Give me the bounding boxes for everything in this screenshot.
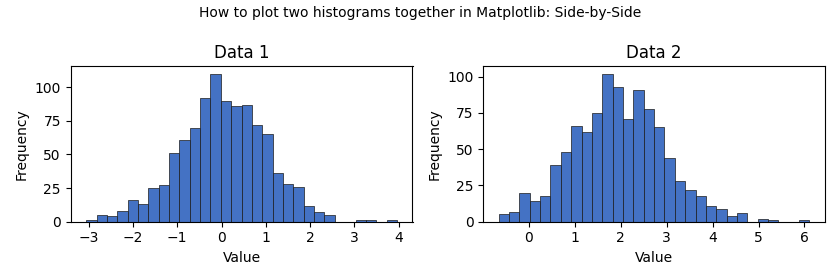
Bar <box>355 220 366 222</box>
Bar <box>540 196 550 222</box>
Bar <box>366 220 376 222</box>
Bar <box>581 132 592 222</box>
Bar <box>717 209 727 222</box>
Bar <box>314 212 324 222</box>
Bar <box>252 125 262 222</box>
Bar <box>87 220 97 222</box>
Bar <box>273 173 283 222</box>
Bar <box>304 206 314 222</box>
Bar <box>138 204 149 222</box>
Bar <box>293 187 304 222</box>
Bar <box>612 87 623 222</box>
Bar <box>530 201 540 222</box>
Text: How to plot two histograms together in Matplotlib: Side-by-Side: How to plot two histograms together in M… <box>199 6 641 20</box>
Bar <box>190 128 200 222</box>
Bar <box>200 98 211 222</box>
Bar <box>685 190 696 222</box>
Bar <box>262 134 273 222</box>
Bar <box>706 206 717 222</box>
Bar <box>758 219 768 222</box>
Bar <box>550 165 561 222</box>
Bar <box>211 74 221 222</box>
Bar <box>283 184 293 222</box>
Bar <box>643 109 654 222</box>
Bar <box>128 200 138 222</box>
Bar <box>768 220 779 222</box>
Bar <box>221 101 231 222</box>
Bar <box>737 213 748 222</box>
Y-axis label: Frequency: Frequency <box>15 108 29 180</box>
Bar <box>799 220 810 222</box>
Bar <box>324 215 335 222</box>
Bar <box>509 212 519 222</box>
Bar <box>97 215 107 222</box>
Bar <box>386 220 397 222</box>
Bar <box>519 193 530 222</box>
Bar <box>231 106 242 222</box>
Bar <box>664 158 675 222</box>
Bar <box>602 74 612 222</box>
Bar <box>107 216 118 222</box>
Y-axis label: Frequency: Frequency <box>428 108 442 180</box>
Bar <box>159 185 169 222</box>
Bar <box>623 119 633 222</box>
Bar <box>149 188 159 222</box>
Bar <box>180 140 190 222</box>
Bar <box>561 152 571 222</box>
Bar <box>633 90 643 222</box>
Bar <box>571 126 581 222</box>
Title: Data 1: Data 1 <box>214 44 270 62</box>
Bar <box>242 105 252 222</box>
Bar <box>118 211 128 222</box>
Bar <box>592 113 602 222</box>
Bar <box>696 196 706 222</box>
Bar <box>654 127 664 222</box>
Bar <box>675 181 685 222</box>
X-axis label: Value: Value <box>635 251 673 265</box>
Bar <box>727 216 737 222</box>
Bar <box>499 214 509 222</box>
Title: Data 2: Data 2 <box>627 44 682 62</box>
X-axis label: Value: Value <box>223 251 260 265</box>
Bar <box>169 153 180 222</box>
